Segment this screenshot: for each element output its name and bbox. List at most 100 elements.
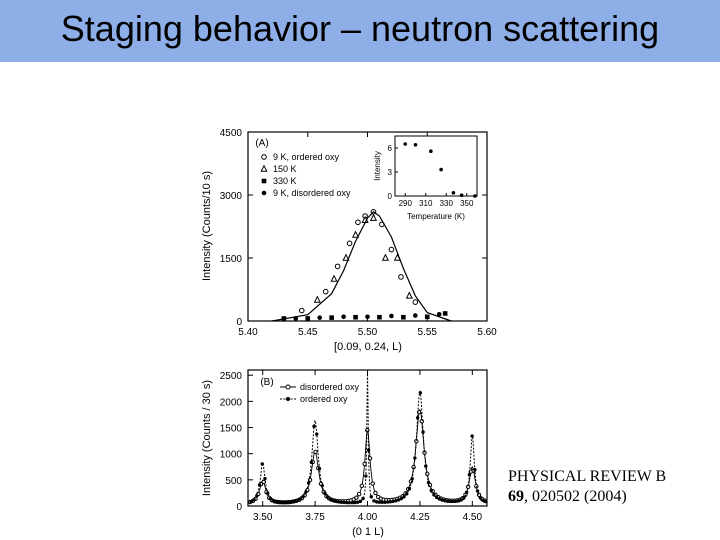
panel-b-data-point xyxy=(377,500,382,504)
panel-b-data-point xyxy=(484,499,488,504)
panel-b-data-point xyxy=(467,473,472,477)
panel-a-x-tick-label: 5.40 xyxy=(238,327,258,338)
panel-a-x-tick-label: 5.50 xyxy=(358,327,378,338)
panel-b-data-point xyxy=(263,476,267,481)
inset-y-tick-label: 0 xyxy=(388,192,393,201)
panel-a-data-point xyxy=(353,314,358,320)
panel-b-data-point xyxy=(399,496,403,501)
panel-b-data-point xyxy=(407,486,412,491)
panel-a-data-point xyxy=(329,315,334,320)
panel-b-data-point xyxy=(383,500,387,504)
panel-a-x-axis-label: [0.09, 0.24, L) xyxy=(334,341,402,353)
panel-a-legend-marker xyxy=(261,178,267,184)
panel-b-label: (B) xyxy=(260,377,273,388)
panel-b-data-point xyxy=(315,432,319,436)
panel-b-y-tick-label: 500 xyxy=(225,476,242,487)
panel-a-data-point xyxy=(346,240,353,247)
panel-b-data-point xyxy=(372,499,376,503)
panel-b-data-point xyxy=(429,488,433,493)
panel-b-data-point xyxy=(370,481,375,486)
panel-b-data-point xyxy=(353,500,357,505)
panel-a-y-tick-label: 1500 xyxy=(220,254,243,265)
panel-b-data-point xyxy=(356,491,362,497)
panel-b-data-point xyxy=(252,498,256,502)
inset-data-point xyxy=(413,143,418,147)
panel-b-data-point xyxy=(313,449,318,455)
panel-b-y-tick-label: 2500 xyxy=(220,371,243,382)
panel-b-data-point xyxy=(448,499,453,504)
slide-title: Staging behavior – neutron scattering xyxy=(60,8,660,49)
panel-b-data-point xyxy=(309,460,314,464)
panel-a-data-point xyxy=(398,274,404,280)
panel-b-data-point xyxy=(391,499,395,504)
panel-b-x-tick-label: 4.00 xyxy=(358,512,378,523)
panel-b-data-point xyxy=(410,476,414,481)
panel-b-data-point xyxy=(375,500,379,504)
panel-b-data-point xyxy=(366,448,371,452)
panel-b-data-point xyxy=(369,495,373,499)
panel-a-fit-line xyxy=(271,211,452,322)
panel-b-data-point xyxy=(361,496,365,501)
panel-b-data-point xyxy=(473,468,477,472)
panel-b-data-point xyxy=(304,490,308,494)
inset-x-tick-label: 330 xyxy=(440,199,454,208)
panel-b-data-point xyxy=(443,498,447,503)
panel-b-data-point xyxy=(285,500,289,504)
inset-y-tick-label: 3 xyxy=(388,168,393,177)
panel-b-data-point xyxy=(418,391,423,395)
panel-b-legend-marker xyxy=(285,384,291,390)
inset-y-axis-label: Intensity xyxy=(373,151,382,181)
panel-b-data-point xyxy=(454,499,458,503)
panel-b-data-point xyxy=(276,500,281,504)
panel-a-data-point xyxy=(317,315,323,320)
inset-x-tick-label: 310 xyxy=(419,199,433,208)
panel-b-data-point xyxy=(358,499,363,504)
panel-b-data-point xyxy=(437,497,442,501)
panel-b-data-point xyxy=(347,500,352,505)
panel-a-legend-marker xyxy=(261,154,267,160)
panel-a-y-tick-label: 0 xyxy=(236,317,242,328)
citation-pages: , 020502 (2004) xyxy=(524,488,627,505)
panel-b-data-point xyxy=(402,495,406,499)
panel-a-data-point xyxy=(322,288,329,295)
panel-a-data-point xyxy=(334,263,341,270)
panel-b-data-point xyxy=(342,500,346,505)
panel-a-data-point xyxy=(330,274,338,282)
panel-b-data-point xyxy=(317,466,322,471)
panel-b-data-point xyxy=(301,494,305,499)
panel-a-legend-marker xyxy=(260,164,268,172)
panel-a-data-point xyxy=(313,295,321,303)
panel-b-data-point xyxy=(434,495,439,500)
panel-b-y-tick-label: 1000 xyxy=(220,450,243,461)
panel-b-data-point xyxy=(481,498,485,503)
panel-b-data-point xyxy=(298,497,303,501)
panel-a-data-point xyxy=(424,314,430,320)
panel-b-data-point xyxy=(293,499,297,503)
panel-b-data-point xyxy=(350,500,354,505)
panel-a-y-tick-label: 3000 xyxy=(220,191,243,202)
inset-x-tick-label: 290 xyxy=(399,199,413,208)
panel-b-data-point xyxy=(419,419,424,424)
panel-b-data-point xyxy=(261,479,266,485)
panel-b-data-point xyxy=(388,500,393,504)
panel-a-data-point xyxy=(369,213,378,221)
panel-b-data-point xyxy=(323,491,327,496)
panel-a-data-point xyxy=(355,219,361,226)
panel-b-data-point xyxy=(295,498,300,502)
citation-journal: PHYSICAL REVIEW B xyxy=(508,468,667,485)
panel-a-label: (A) xyxy=(255,138,268,149)
inset-data-point xyxy=(439,167,443,172)
panel-b-data-point xyxy=(396,498,401,502)
panel-b-data-point xyxy=(359,483,365,489)
panel-b-data-point xyxy=(413,456,417,460)
panel-a-legend-entry: 330 K xyxy=(273,176,297,186)
panel-b-frame xyxy=(247,369,488,507)
panel-a-data-point xyxy=(298,307,305,314)
panel-b-data-point xyxy=(266,491,270,496)
panel-a-data-point xyxy=(305,316,311,321)
panel-a-x-tick-label: 5.60 xyxy=(477,327,497,338)
panel-b-x-tick-label: 3.50 xyxy=(253,512,273,523)
panel-b-data-point xyxy=(336,500,341,504)
panel-b-data-point xyxy=(424,464,428,468)
